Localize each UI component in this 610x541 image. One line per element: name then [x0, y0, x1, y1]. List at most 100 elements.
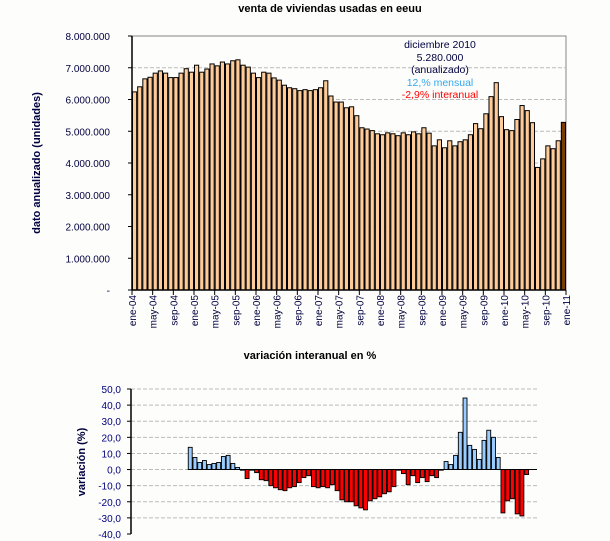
bar	[194, 64, 200, 291]
bar	[230, 462, 236, 471]
bar	[147, 76, 153, 291]
bar	[188, 71, 194, 291]
x-tick-label: ene-09	[438, 295, 449, 327]
bar	[220, 456, 226, 471]
bar	[519, 469, 525, 517]
bar	[296, 469, 302, 484]
bar	[256, 77, 262, 291]
bar	[363, 469, 368, 511]
bar	[343, 107, 350, 291]
x-tick-label: sep-08	[417, 295, 428, 326]
bar	[486, 429, 492, 471]
bar	[302, 89, 308, 291]
bar	[315, 469, 321, 489]
bar	[209, 63, 215, 291]
y-tick-label: 2.000.000	[66, 223, 111, 234]
x-tick-label: may-10	[521, 295, 532, 329]
bar	[545, 145, 551, 291]
bar	[442, 147, 448, 291]
x-tick-label: sep-10	[541, 295, 552, 326]
bar	[339, 469, 345, 501]
bar	[457, 141, 463, 291]
bar	[436, 139, 443, 291]
x-tick-label: may-07	[335, 295, 346, 329]
x-tick-label: ene-11	[562, 295, 573, 326]
bar	[197, 462, 203, 471]
bar	[426, 132, 432, 291]
bar	[199, 71, 205, 291]
annotation: diciembre 2010 5.280.000 (anualizado) 12…	[402, 39, 478, 101]
y-tick-label: -	[107, 286, 110, 297]
bar	[325, 469, 331, 489]
bar	[344, 469, 350, 503]
bar	[415, 469, 421, 484]
bar	[318, 87, 324, 291]
bottom-chart-title: variación interanual en %	[244, 350, 377, 362]
bar	[493, 82, 499, 291]
y-tick-label: 30,0	[102, 417, 122, 428]
x-tick-label: ene-06	[252, 295, 263, 327]
bar	[333, 101, 339, 291]
bar	[271, 77, 277, 291]
bar	[157, 70, 163, 291]
bar	[320, 469, 326, 488]
bar	[353, 469, 359, 507]
bar	[377, 469, 383, 498]
y-tick-label: 0,0	[107, 466, 121, 477]
bar	[334, 469, 340, 492]
x-tick-label: sep-06	[293, 295, 304, 326]
y-tick-label: 20,0	[102, 433, 122, 444]
bar	[421, 127, 427, 291]
annotation-note: (anualizado)	[411, 64, 469, 76]
bar	[391, 469, 397, 488]
y-tick-label: 7.000.000	[66, 64, 111, 75]
bar	[453, 454, 458, 471]
bar	[447, 140, 453, 291]
top-chart-title: venta de viviendas usadas en eeuu	[238, 3, 421, 15]
bar	[263, 469, 269, 482]
bar	[287, 87, 293, 291]
x-tick-label: may-04	[149, 295, 160, 329]
bar	[354, 115, 360, 291]
bar	[473, 123, 479, 291]
bar	[163, 72, 169, 291]
bar	[206, 464, 212, 471]
bar	[152, 72, 158, 291]
bar	[281, 84, 288, 291]
x-tick-label: ene-05	[190, 295, 201, 327]
bar	[268, 469, 274, 487]
bar	[443, 461, 449, 471]
x-tick-label: ene-07	[314, 295, 325, 327]
bar	[405, 134, 412, 291]
bar	[382, 469, 387, 495]
y-tick-label: -10,0	[98, 482, 121, 493]
bar	[550, 148, 556, 291]
bar	[500, 469, 506, 514]
bar	[395, 135, 401, 291]
bar	[329, 469, 335, 486]
bar	[495, 457, 501, 471]
bar	[491, 436, 496, 471]
bar	[380, 134, 386, 291]
y-tick-label: -40,0	[98, 530, 121, 541]
x-tick-label: ene-10	[500, 295, 511, 327]
y-tick-label: -30,0	[98, 514, 121, 525]
bar	[240, 64, 246, 291]
bar	[519, 105, 525, 291]
x-tick-label: may-08	[397, 295, 408, 329]
bar	[364, 128, 370, 291]
bar	[410, 469, 416, 477]
bar	[498, 116, 505, 291]
bar	[276, 79, 282, 291]
bar	[472, 448, 477, 471]
bar	[187, 446, 193, 471]
bar	[258, 469, 264, 481]
bar	[348, 469, 354, 503]
bar	[434, 469, 440, 479]
y-tick-label: 50,0	[102, 385, 122, 396]
bar	[560, 121, 566, 291]
bar	[292, 88, 298, 291]
bottom-chart-ylabel: variación (%)	[76, 427, 88, 496]
bar	[183, 68, 189, 291]
